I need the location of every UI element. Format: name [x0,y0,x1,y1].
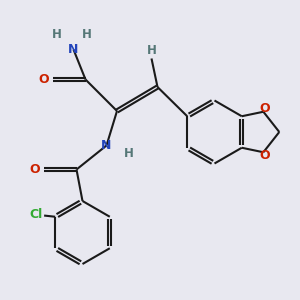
Text: H: H [52,28,62,41]
Text: O: O [260,149,270,162]
Text: H: H [124,147,134,160]
Text: N: N [101,139,112,152]
Text: H: H [82,28,92,41]
Text: O: O [39,73,50,86]
Text: O: O [30,163,40,176]
Text: Cl: Cl [29,208,42,221]
Text: N: N [68,43,79,56]
Text: O: O [260,102,270,115]
Text: H: H [147,44,156,57]
